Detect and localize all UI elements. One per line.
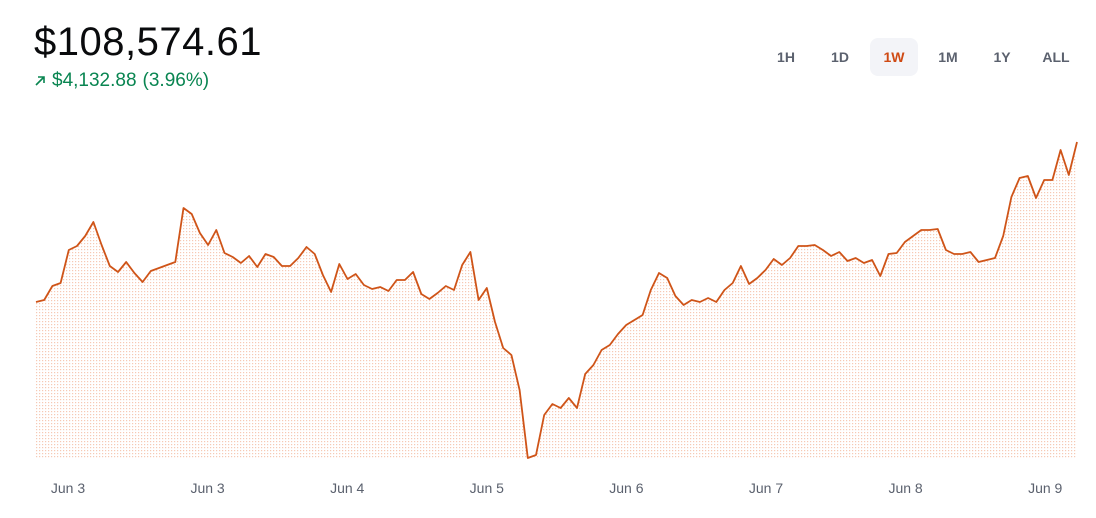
area-fill (36, 142, 1077, 458)
price: $108,574.61 (34, 20, 262, 64)
range-button[interactable]: 1Y (993, 49, 1011, 65)
price-change: $4,132.88 (3.96%) (34, 70, 209, 92)
x-tick-label: Jun 7 (749, 480, 783, 496)
range-button[interactable]: 1D (831, 49, 849, 65)
up-arrow-icon (35, 76, 45, 86)
x-tick-label: Jun 3 (51, 480, 85, 496)
x-tick-label: Jun 3 (190, 480, 224, 496)
change-percent: (3.96%) (142, 70, 210, 91)
range-button[interactable]: 1M (938, 49, 958, 65)
range-selector: 1H 1D 1W 1M 1Y ALL (762, 38, 1080, 76)
x-tick-label: Jun 6 (609, 480, 643, 496)
range-button[interactable]: 1H (777, 49, 795, 65)
x-tick-label: Jun 8 (888, 480, 922, 496)
x-tick-label: Jun 5 (470, 480, 504, 496)
x-tick-label: Jun 9 (1028, 480, 1062, 496)
change-amount: $4,132.88 (52, 70, 137, 91)
price-line (35, 141, 1078, 459)
range-button[interactable]: 1W (870, 38, 918, 76)
range-button[interactable]: ALL (1042, 49, 1070, 65)
x-tick-label: Jun 4 (330, 480, 364, 496)
